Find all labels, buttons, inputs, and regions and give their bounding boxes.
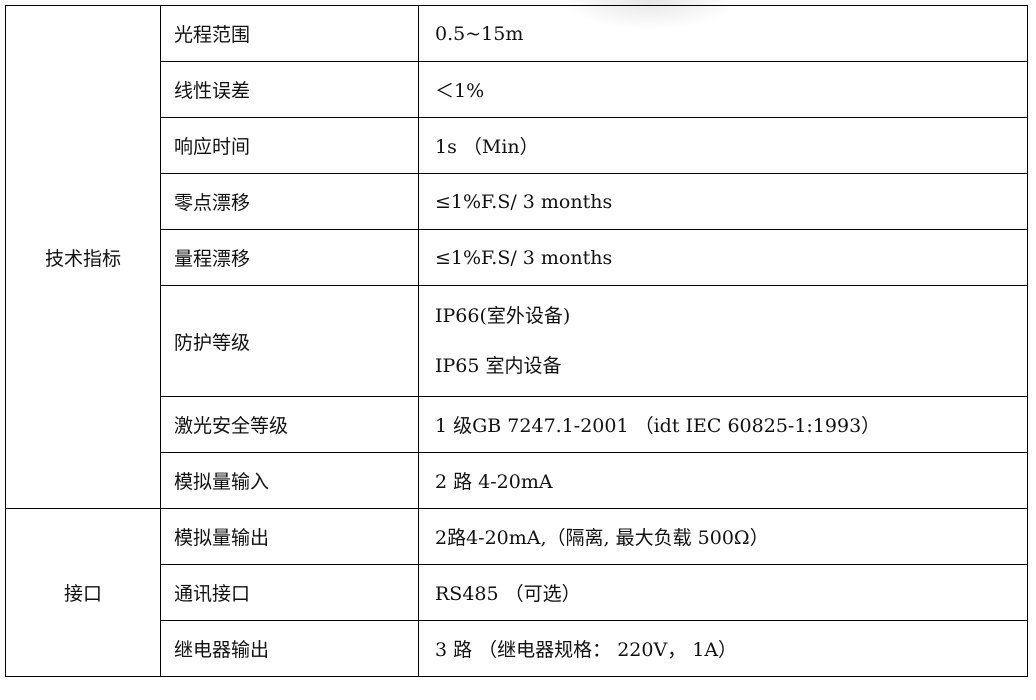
spec-value: 3 路 （继电器规格： 220V， 1A）	[418, 620, 1028, 677]
spec-label: 模拟量输入	[160, 452, 419, 509]
spec-value: 0.5~15m	[418, 5, 1028, 62]
spec-value-text: ＜1%	[435, 80, 485, 102]
spec-value-text: 2 路 4-20mA	[435, 471, 553, 493]
spec-value-text: 0.5~15m	[435, 22, 524, 45]
category-cell: 技术指标	[5, 5, 161, 509]
spec-label: 响应时间	[160, 117, 419, 174]
spec-label: 光程范围	[160, 5, 419, 62]
spec-table: 技术指标 光程范围 0.5~15m 线性误差 ＜1% 响应时间 1s （Min） 零点漂移 ≤1…	[5, 5, 1028, 677]
table-row: 技术指标 光程范围 0.5~15m	[5, 5, 1028, 509]
spec-label: 防护等级	[160, 285, 419, 397]
spec-value: 2 路 4-20mA	[418, 452, 1028, 509]
spec-value-text: IP66(室外设备)	[435, 305, 571, 327]
spec-label: 线性误差	[160, 61, 419, 118]
spec-label: 继电器输出	[160, 620, 419, 677]
spec-value-text: IP65 室内设备	[435, 355, 562, 377]
spec-value-text: 1s （Min）	[435, 136, 539, 158]
spec-value-text: 3 路 （继电器规格： 220V， 1A）	[435, 639, 738, 661]
spec-label: 零点漂移	[160, 173, 419, 230]
spec-value-text: ≤1%F.S/ 3 months	[435, 246, 613, 269]
table-row: 激光安全等级 1 级GB 7247.1-2001 （idt IEC 60825-1…	[6, 396, 1028, 453]
table-row: 零点漂移 ≤1%F.S/ 3 months	[6, 173, 1028, 230]
table-row: 继电器输出 3 路 （继电器规格： 220V， 1A）	[6, 620, 1028, 677]
spec-value-text: RS485 （可选）	[435, 583, 581, 605]
spec-value: IP66(室外设备) IP65 室内设备	[418, 285, 1028, 397]
table-row: 线性误差 ＜1%	[6, 61, 1028, 118]
spec-label: 量程漂移	[160, 229, 419, 286]
spec-label: 激光安全等级	[160, 396, 419, 453]
table-row: 量程漂移 ≤1%F.S/ 3 months	[6, 229, 1028, 286]
table-row: 防护等级 IP66(室外设备) IP65 室内设备	[6, 285, 1028, 397]
spec-value-text: ≤1%F.S/ 3 months	[435, 190, 613, 213]
spec-value: ≤1%F.S/ 3 months	[418, 173, 1028, 230]
spec-value: 1s （Min）	[418, 117, 1028, 174]
spec-value-text: 2路4-20mA,（隔离, 最大负载 500Ω）	[435, 527, 769, 549]
spec-value: RS485 （可选）	[418, 564, 1028, 621]
spec-value: ＜1%	[418, 61, 1028, 118]
table-row: 通讯接口 RS485 （可选）	[6, 564, 1028, 621]
category-cell: 接口	[5, 508, 161, 677]
spec-label: 通讯接口	[160, 564, 419, 621]
spec-value: 1 级GB 7247.1-2001 （idt IEC 60825-1:1993）	[418, 396, 1028, 453]
spec-value: ≤1%F.S/ 3 months	[418, 229, 1028, 286]
spec-value: 2路4-20mA,（隔离, 最大负载 500Ω）	[418, 508, 1028, 565]
table-row: 接口 模拟量输出 2路4-20mA,（隔离, 最大负载 500Ω）	[5, 508, 1028, 677]
spec-label: 模拟量输出	[160, 508, 419, 565]
spec-value-text: 1 级GB 7247.1-2001 （idt IEC 60825-1:1993）	[435, 415, 881, 437]
